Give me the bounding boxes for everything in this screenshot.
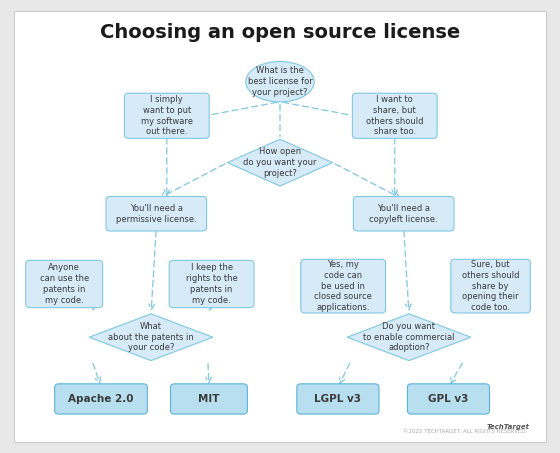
Text: ©2022 TECHTARGET. ALL RIGHTS RESERVED.: ©2022 TECHTARGET. ALL RIGHTS RESERVED. — [403, 429, 528, 434]
Polygon shape — [347, 314, 471, 361]
Text: LGPL v3: LGPL v3 — [314, 394, 361, 404]
FancyBboxPatch shape — [407, 384, 489, 414]
FancyBboxPatch shape — [451, 259, 530, 313]
FancyBboxPatch shape — [26, 260, 102, 308]
Text: MIT: MIT — [198, 394, 220, 404]
Text: TechTarget: TechTarget — [487, 424, 530, 430]
Text: What
about the patents in
your code?: What about the patents in your code? — [108, 322, 194, 352]
FancyBboxPatch shape — [297, 384, 379, 414]
Ellipse shape — [246, 62, 314, 102]
Text: I want to
share, but
others should
share too.: I want to share, but others should share… — [366, 95, 423, 136]
Text: Yes, my
code can
be used in
closed source
applications.: Yes, my code can be used in closed sourc… — [314, 260, 372, 312]
FancyBboxPatch shape — [353, 197, 454, 231]
FancyBboxPatch shape — [55, 384, 147, 414]
Text: Sure, but
others should
share by
opening their
code too.: Sure, but others should share by opening… — [462, 260, 519, 312]
FancyBboxPatch shape — [352, 93, 437, 138]
Text: What is the
best license for
your project?: What is the best license for your projec… — [248, 67, 312, 97]
FancyBboxPatch shape — [170, 384, 248, 414]
Text: I simply
want to put
my software
out there.: I simply want to put my software out the… — [141, 95, 193, 136]
FancyBboxPatch shape — [301, 259, 385, 313]
Text: How open
do you want your
project?: How open do you want your project? — [243, 147, 317, 178]
Polygon shape — [89, 314, 213, 361]
Text: GPL v3: GPL v3 — [428, 394, 469, 404]
Text: Apache 2.0: Apache 2.0 — [68, 394, 134, 404]
Text: Do you want
to enable commercial
adoption?: Do you want to enable commercial adoptio… — [363, 322, 455, 352]
FancyBboxPatch shape — [124, 93, 209, 138]
Text: I keep the
rights to the
patents in
my code.: I keep the rights to the patents in my c… — [186, 263, 237, 304]
Text: You'll need a
copyleft license.: You'll need a copyleft license. — [370, 204, 438, 224]
FancyBboxPatch shape — [106, 197, 207, 231]
Text: Anyone
can use the
patents in
my code.: Anyone can use the patents in my code. — [40, 263, 89, 304]
Polygon shape — [227, 139, 333, 186]
FancyBboxPatch shape — [169, 260, 254, 308]
Text: Choosing an open source license: Choosing an open source license — [100, 23, 460, 42]
Text: You'll need a
permissive license.: You'll need a permissive license. — [116, 204, 197, 224]
